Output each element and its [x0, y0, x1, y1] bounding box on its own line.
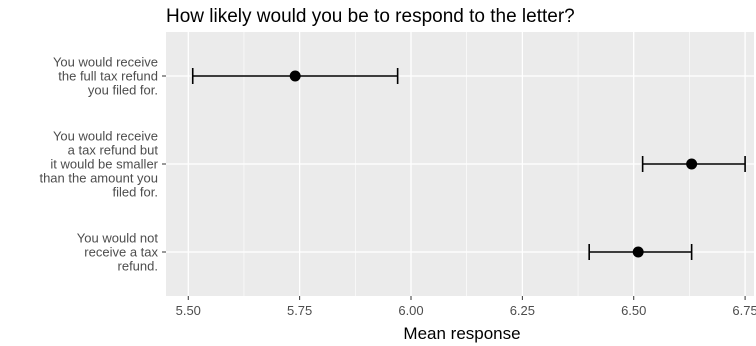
category-label: You would receive the full tax refund you …: [53, 55, 158, 98]
x-axis-title: Mean response: [403, 324, 520, 343]
category-label-line: You would receive: [53, 129, 158, 144]
category-label-line: You would not: [77, 231, 159, 246]
x-tick-label: 6.25: [510, 303, 535, 318]
chart-title: How likely would you be to respond to th…: [166, 6, 575, 27]
x-tick-label: 5.50: [176, 303, 201, 318]
mean-point: [686, 158, 698, 170]
category-label: You would receive a tax refund but it woul…: [39, 129, 158, 200]
category-label-line: a tax refund but: [68, 143, 159, 158]
category-label-line: You would receive: [53, 55, 158, 70]
category-label-line: you filed for.: [88, 83, 158, 98]
category-label-line: than the amount you: [39, 171, 158, 186]
category-labels: You would receive the full tax refund you …: [39, 55, 166, 274]
category-label-line: it would be smaller: [50, 157, 158, 172]
mean-point: [289, 70, 301, 82]
mean-point: [632, 246, 644, 258]
x-tick-label: 6.50: [621, 303, 646, 318]
x-tick-label: 6.00: [398, 303, 423, 318]
category-label-line: refund.: [118, 259, 158, 274]
x-tick-label: 5.75: [287, 303, 312, 318]
x-tick-label: 6.75: [732, 303, 756, 318]
category-label-line: receive a tax: [84, 245, 158, 260]
category-label: You would not receive a tax refund.: [77, 231, 159, 274]
error-bar-marks: [191, 68, 746, 260]
x-axis-ticks: 5.50 5.75 6.00 6.25 6.50 6.75: [176, 296, 756, 318]
category-label-line: filed for.: [112, 185, 158, 200]
category-label-line: the full tax refund: [58, 69, 158, 84]
